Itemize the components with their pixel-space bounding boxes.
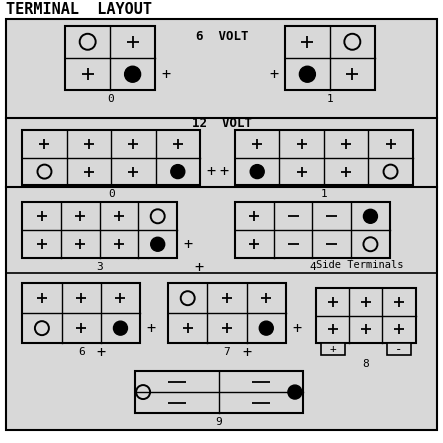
Bar [235, 202, 390, 258]
Text: +: + [242, 345, 252, 360]
Text: +: + [329, 344, 336, 354]
Circle shape [113, 321, 128, 335]
Text: +: + [269, 67, 279, 82]
Bar [387, 343, 411, 355]
Circle shape [299, 66, 315, 82]
Text: +: + [219, 164, 229, 179]
Text: 7: 7 [224, 347, 230, 357]
Circle shape [250, 165, 264, 179]
Text: Side Terminals: Side Terminals [316, 260, 404, 270]
Text: 6: 6 [78, 347, 85, 357]
Text: 1: 1 [320, 189, 327, 199]
Text: +: + [292, 321, 302, 336]
Text: 1: 1 [326, 94, 333, 105]
Text: 0: 0 [108, 189, 115, 199]
Text: +: + [194, 260, 204, 275]
Bar [65, 26, 155, 90]
Text: -: - [395, 342, 403, 356]
Bar [321, 343, 345, 355]
Text: +: + [97, 345, 106, 360]
Circle shape [363, 209, 377, 223]
Bar [285, 26, 375, 90]
Circle shape [171, 165, 185, 179]
Bar [22, 283, 140, 343]
Text: +: + [162, 67, 171, 82]
Bar [22, 130, 200, 185]
Text: 8: 8 [362, 359, 369, 369]
Bar [316, 288, 416, 343]
Circle shape [288, 385, 302, 399]
Circle shape [259, 321, 273, 335]
Text: +: + [183, 237, 193, 252]
Text: TERMINAL  LAYOUT: TERMINAL LAYOUT [6, 2, 152, 17]
Bar [135, 371, 303, 413]
Circle shape [124, 66, 140, 82]
Text: 4: 4 [309, 262, 316, 272]
Bar [22, 202, 177, 258]
Text: +: + [206, 164, 216, 179]
Bar [235, 130, 413, 185]
Bar [168, 283, 286, 343]
Text: 3: 3 [96, 262, 103, 272]
Text: 9: 9 [216, 417, 222, 427]
Text: 0: 0 [107, 94, 113, 105]
Text: 6  VOLT: 6 VOLT [196, 30, 248, 43]
Text: 12  VOLT: 12 VOLT [192, 117, 252, 130]
Text: +: + [147, 321, 155, 336]
Circle shape [151, 237, 165, 251]
